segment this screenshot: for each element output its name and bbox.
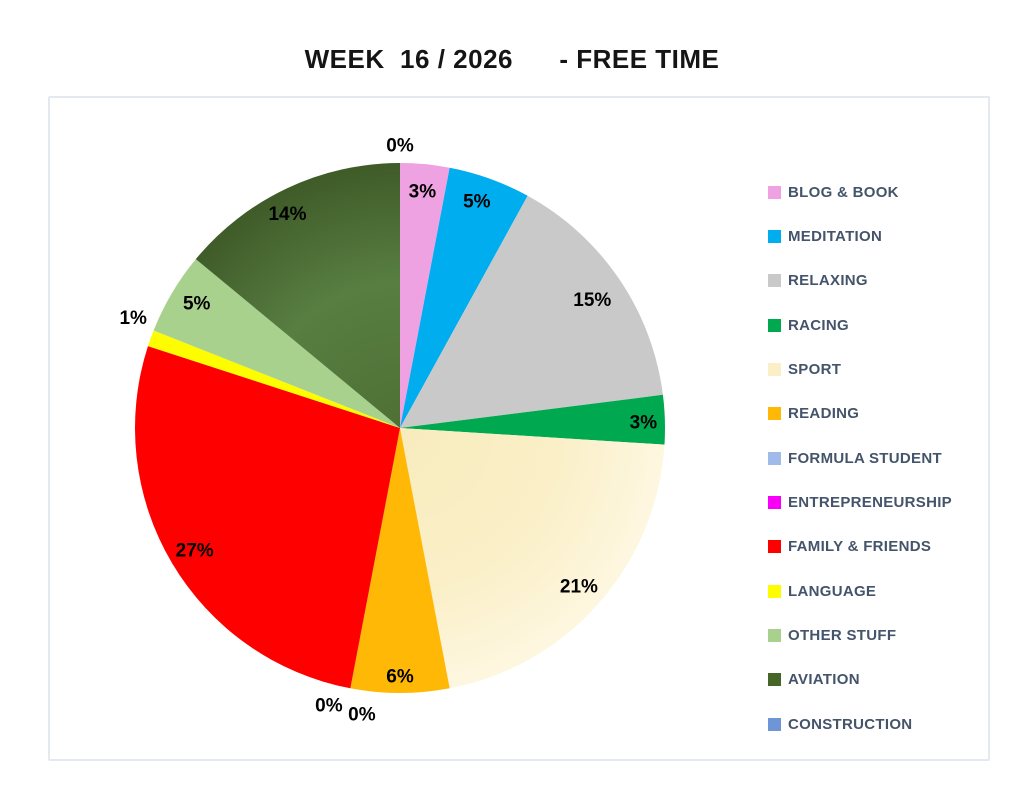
pie-label-reading: 6% xyxy=(386,667,414,688)
pie-label-entrepreneurship: 0% xyxy=(348,705,376,726)
pie-label-meditation: 5% xyxy=(463,192,491,213)
pie-label-relaxing: 15% xyxy=(573,290,611,311)
legend-label-language: LANGUAGE xyxy=(788,582,877,600)
pie-slice-sport[interactable] xyxy=(400,428,665,689)
pie-label-racing: 3% xyxy=(630,413,658,434)
legend-item-meditation[interactable]: MEDITATION xyxy=(768,214,990,258)
legend-label-formula-student: FORMULA STUDENT xyxy=(788,449,942,467)
legend-item-racing[interactable]: RACING xyxy=(768,303,990,347)
legend-swatch-language xyxy=(768,584,781,598)
pie-label-language: 1% xyxy=(119,308,147,329)
pie-label-blog-book: 3% xyxy=(409,182,437,203)
legend-swatch-construction xyxy=(768,717,781,731)
pie-slice-racing[interactable] xyxy=(400,394,666,445)
pie-label-construction: 0% xyxy=(386,135,414,156)
legend-label-entrepreneurship: ENTREPRENEURSHIP xyxy=(788,494,952,512)
pie-slice-other-stuff[interactable] xyxy=(153,259,400,428)
legend-item-other-stuff[interactable]: OTHER STUFF xyxy=(768,613,990,657)
pie-slice-language[interactable] xyxy=(147,330,400,428)
legend-swatch-family-friends xyxy=(768,540,781,554)
legend-label-meditation: MEDITATION xyxy=(788,228,883,246)
legend-swatch-other-stuff xyxy=(768,629,781,643)
pie-chart: 3% 5%15%3%21%6%0% 0%27%1%5%14%0% xyxy=(119,135,666,726)
pie-slice-reading[interactable] xyxy=(350,428,450,694)
legend-item-language[interactable]: LANGUAGE xyxy=(768,569,990,613)
legend-label-reading: READING xyxy=(788,405,860,423)
legend-item-family-friends[interactable]: FAMILY & FRIENDS xyxy=(768,525,990,569)
legend-swatch-formula-student xyxy=(768,451,781,465)
legend-label-aviation: AVIATION xyxy=(788,671,860,689)
legend-label-construction: CONSTRUCTION xyxy=(788,715,913,733)
chart-title: WEEK 16 / 2026 - FREE TIME xyxy=(304,44,720,74)
legend-swatch-entrepreneurship xyxy=(768,496,781,510)
legend-label-blog-book: BLOG & BOOK xyxy=(788,183,899,201)
legend-swatch-blog-book xyxy=(768,185,781,199)
pie-slice-relaxing[interactable] xyxy=(400,195,663,428)
pie-label-family-friends: 27% xyxy=(176,540,214,561)
legend-label-other-stuff: OTHER STUFF xyxy=(788,627,897,645)
chart-frame: 3% 5% 15% 3% 21% 6% 0% 0% 27% 1% 5% 14% 0% BLOG & BO… xyxy=(48,96,990,761)
pie-label-other-stuff: 5% xyxy=(183,294,211,315)
pie-slice-meditation[interactable] xyxy=(400,167,528,428)
legend-item-entrepreneurship[interactable]: ENTREPRENEURSHIP xyxy=(768,480,990,524)
legend-swatch-aviation xyxy=(768,673,781,687)
legend-swatch-meditation xyxy=(768,230,781,244)
legend-swatch-reading xyxy=(768,407,781,421)
legend-item-blog-book[interactable]: BLOG & BOOK xyxy=(768,170,990,214)
legend-label-relaxing: RELAXING xyxy=(788,272,868,290)
pie-label-aviation: 14% xyxy=(268,204,306,225)
pie-slice-family-friends[interactable] xyxy=(134,346,400,689)
legend-swatch-racing xyxy=(768,318,781,332)
pie-label-sport: 21% xyxy=(560,577,598,598)
pie-slice-blog-book[interactable] xyxy=(400,163,450,428)
legend-item-sport[interactable]: SPORT xyxy=(768,347,990,391)
legend-item-aviation[interactable]: AVIATION xyxy=(768,658,990,702)
legend-item-construction[interactable]: CONSTRUCTION xyxy=(768,702,990,746)
legend-item-formula-student[interactable]: FORMULA STUDENT xyxy=(768,436,990,480)
legend-label-sport: SPORT xyxy=(788,361,842,379)
legend-item-reading[interactable]: READING xyxy=(768,392,990,436)
legend-label-family-friends: FAMILY & FRIENDS xyxy=(788,538,932,556)
legend-item-relaxing[interactable]: RELAXING xyxy=(768,259,990,303)
legend-swatch-relaxing xyxy=(768,274,781,288)
pie-label-formula-student: 0% xyxy=(315,696,343,717)
legend: BLOG & BOOK MEDITATION RELAXING RACING SPORT… xyxy=(768,170,990,746)
pie-slice-aviation[interactable] xyxy=(195,163,400,428)
legend-label-racing: RACING xyxy=(788,316,849,334)
legend-swatch-sport xyxy=(768,363,781,377)
